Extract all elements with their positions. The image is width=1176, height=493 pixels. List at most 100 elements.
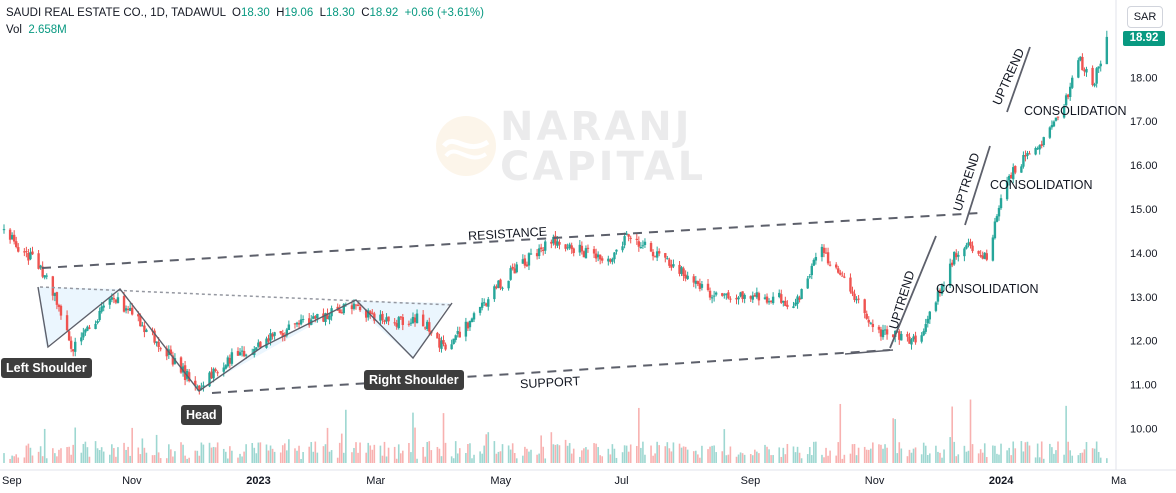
candle-body	[212, 368, 215, 379]
candle-body	[269, 333, 272, 341]
candle-body	[387, 316, 390, 322]
volume-bar	[454, 441, 457, 463]
volume-bar	[513, 452, 516, 463]
candle-body	[511, 266, 514, 269]
candle-body	[1079, 56, 1082, 61]
volume-bar	[115, 456, 117, 463]
volume-bar	[650, 445, 652, 463]
candle-body	[94, 323, 97, 330]
candle-body	[568, 244, 571, 248]
candle-body	[379, 314, 382, 321]
volume-bar	[656, 441, 658, 463]
volume-bar	[1036, 443, 1039, 463]
candle-body	[57, 305, 61, 307]
candle-body	[322, 313, 325, 322]
candle-body	[12, 234, 16, 242]
volume-bar	[1000, 443, 1002, 463]
uptrend-line-2	[964, 145, 991, 226]
volume-bar	[851, 444, 854, 463]
volume-bar	[654, 453, 656, 463]
volume-bar	[25, 445, 28, 463]
volume-bar	[613, 448, 616, 463]
candle-body	[367, 310, 370, 318]
candle-body	[478, 307, 482, 313]
volume-bar	[200, 442, 203, 463]
candle-body	[914, 335, 917, 343]
volume-bar	[157, 452, 160, 463]
volume-bar	[402, 450, 404, 463]
volume-bar	[369, 445, 372, 463]
volume-bar	[566, 445, 569, 463]
volume-bar	[355, 442, 357, 463]
candle-body	[725, 293, 728, 295]
volume-bar	[1085, 442, 1088, 463]
candle-body	[714, 292, 718, 295]
volume-bar	[678, 443, 681, 463]
volume-bar	[412, 412, 414, 463]
price-tick-label: 11.00	[1130, 380, 1157, 392]
volume-bar	[66, 447, 68, 463]
candle-body	[556, 241, 559, 246]
volume-bar	[1095, 441, 1098, 463]
drawing-layer	[37, 46, 1031, 394]
volume-bar	[168, 444, 170, 463]
volume-bar	[184, 455, 186, 463]
volume-bar	[143, 447, 146, 463]
volume-bar	[210, 447, 213, 463]
volume-bar	[465, 452, 467, 463]
price-axis[interactable]: 10.00 11.00 12.00 13.00 14.00 15.00 16.00 17.00…	[1130, 72, 1158, 435]
candle-body	[371, 312, 374, 314]
candle-body	[708, 290, 712, 298]
volume-bar	[82, 443, 85, 463]
volume-bar	[422, 446, 424, 463]
volume-bar	[241, 456, 243, 463]
volume-bar	[170, 449, 172, 463]
volume-bar	[542, 446, 545, 463]
volume-bar	[479, 451, 481, 463]
volume-bar	[758, 453, 760, 463]
candle-body	[202, 385, 205, 387]
candle-body	[853, 293, 856, 300]
candle-body	[837, 268, 840, 273]
candle-body	[236, 351, 240, 356]
volume-layer	[3, 399, 1108, 463]
time-axis[interactable]: Sep Nov 2023 Mar May Jul Sep Nov 2024 Ma	[2, 475, 1127, 487]
volume-bar	[98, 450, 101, 463]
low-value: 18.30	[326, 7, 355, 19]
candle-body	[452, 338, 455, 344]
symbol-title[interactable]: SAUDI REAL ESTATE CO., 1D, TADAWUL	[6, 7, 226, 19]
volume-bar	[951, 406, 953, 463]
candle-body	[485, 303, 488, 306]
candle-body	[153, 330, 156, 343]
candle-body	[627, 234, 630, 237]
volume-bar	[229, 446, 231, 463]
price-tick-label: 10.00	[1130, 424, 1158, 436]
candle-body	[10, 235, 14, 240]
candle-body	[352, 303, 356, 309]
volume-bar	[29, 447, 32, 463]
candle-body	[130, 307, 134, 315]
candle-body	[442, 339, 445, 345]
candle-body	[86, 326, 89, 331]
volume-bar	[524, 446, 526, 463]
currency-button[interactable]: SAR	[1127, 6, 1163, 28]
volume-bar	[735, 456, 738, 463]
candle-body	[965, 245, 968, 249]
volume-bar	[408, 442, 410, 463]
volume-bar	[538, 453, 540, 463]
volume-bar	[383, 441, 386, 463]
volume-bar	[821, 454, 823, 463]
candle-body	[501, 287, 504, 289]
volume-bar	[751, 455, 754, 463]
volume-bar	[15, 454, 18, 463]
volume-bar	[351, 452, 353, 463]
volume-bar	[515, 458, 518, 463]
candle-body	[684, 274, 687, 279]
head-and-shoulders-fill	[38, 287, 450, 390]
volume-bar	[243, 451, 245, 463]
volume-bar	[837, 442, 840, 463]
candle-body	[680, 267, 683, 274]
volume-legend: Vol 2.658M	[6, 24, 67, 36]
candle-body	[651, 251, 655, 257]
